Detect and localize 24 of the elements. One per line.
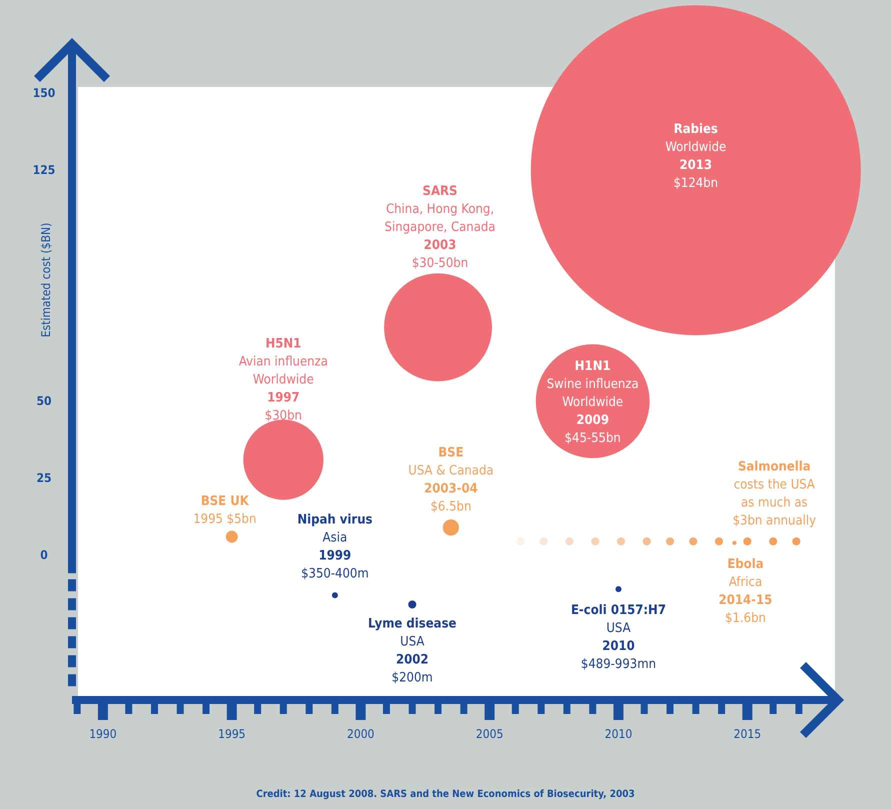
x-tick-label: 2010: [604, 727, 632, 741]
annotation: Rabies Worldwide 2013 $124bn: [665, 122, 726, 192]
annotation: BSE UK 1995 $5bn: [193, 494, 256, 527]
annotation: Ebola Africa 2014-15 $1.6bn: [718, 556, 772, 626]
y-tick-label: 25: [36, 471, 52, 486]
y-tick-label: 50: [36, 394, 52, 408]
x-tick-label: 1995: [218, 727, 246, 741]
annotation: H1N1 Swine influenza Worldwide 2009 $45-55bn: [546, 359, 639, 446]
text: Credit: 12 August 2008. SARS and the New Economics of Biosecurity, 2003: [256, 789, 635, 800]
annotation: H5N1 Avian influenza Worldwide 1997 $30bn: [238, 336, 328, 424]
y-tick-label: 125: [32, 163, 56, 178]
x-tick-label: 2005: [476, 727, 504, 741]
annotation: Nipah virus Asia 1999 $350-400m: [297, 512, 373, 582]
y-tick-label: 0: [40, 548, 48, 562]
y-axis-title: Estimated cost ($BN): [39, 222, 53, 338]
x-tick-label: 2015: [734, 727, 762, 741]
annotation: Salmonella costs the USA as much as $3bn annually: [732, 459, 816, 528]
annotation: BSE USA & Canada 2003-04 $6.5bn: [408, 446, 494, 515]
annotation: E-coli 0157:H7 USA 2010 $489-993mn: [570, 603, 666, 672]
annotation: Lyme disease USA 2002 $200m: [368, 616, 457, 686]
x-tick-label: 1990: [89, 727, 117, 741]
annotation: SARS China, Hong Kong, Singapore, Canada 2003 $30-50bn: [384, 184, 496, 271]
x-tick-label: 2000: [346, 727, 375, 741]
y-tick-label: 150: [32, 86, 56, 100]
